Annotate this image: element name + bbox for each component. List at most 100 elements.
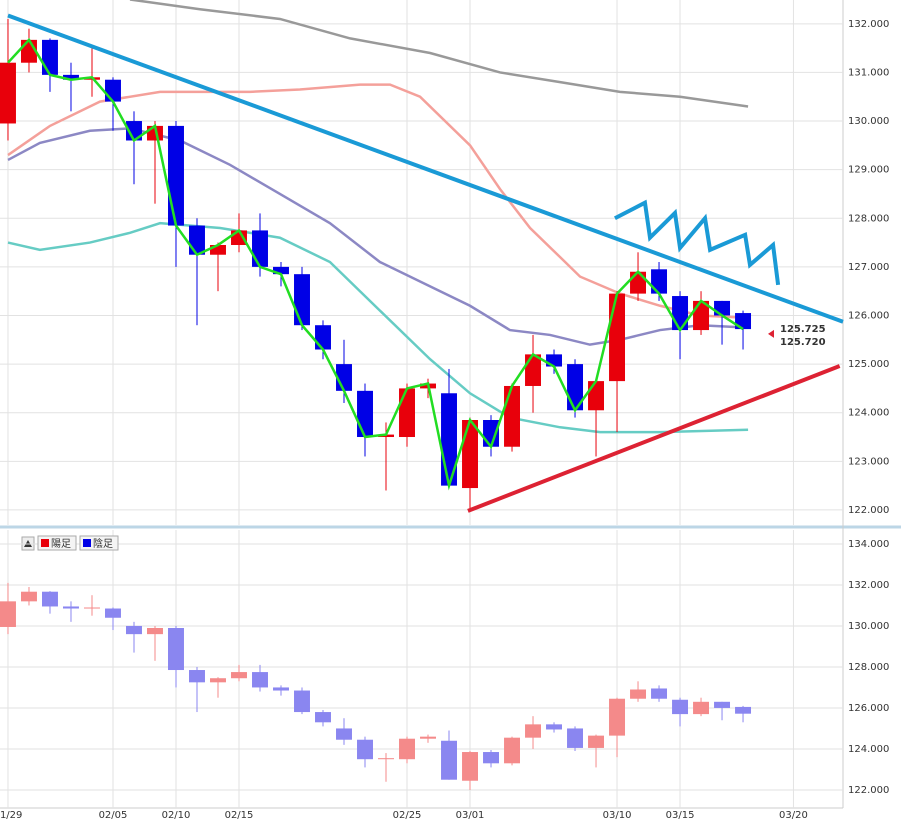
candle-body xyxy=(21,591,37,602)
x-tick-label: 02/15 xyxy=(225,810,254,821)
candle-body xyxy=(210,678,226,683)
candle-body xyxy=(609,293,626,382)
moving-average xyxy=(7,221,749,434)
x-tick-label: 02/25 xyxy=(393,810,422,821)
y-tick-label: 130.000 xyxy=(848,116,889,127)
y-tick-label: 131.000 xyxy=(848,67,889,78)
candle-body xyxy=(294,274,310,326)
candle-body xyxy=(651,688,668,699)
y-tick-label: 128.000 xyxy=(848,213,889,224)
candle-body xyxy=(252,230,268,267)
candle-body xyxy=(567,364,584,411)
trendline xyxy=(467,364,841,513)
candle-body xyxy=(63,74,79,80)
candle-body xyxy=(588,381,605,411)
candle-body xyxy=(525,354,541,386)
candle-body xyxy=(0,62,16,124)
moving-average xyxy=(129,0,749,108)
candle-body xyxy=(462,752,478,781)
candle-body xyxy=(357,739,373,760)
candle-body xyxy=(63,606,79,609)
x-tick-label: 03/15 xyxy=(666,810,695,821)
candle-body xyxy=(378,758,394,760)
y-tick-label: 128.000 xyxy=(848,662,889,673)
legend-item[interactable]: 陰足 xyxy=(79,535,119,551)
y-tick-label: 124.000 xyxy=(848,744,889,755)
legend-label: 陽足 xyxy=(51,538,71,550)
moving-average xyxy=(7,83,749,320)
candle-body xyxy=(735,706,752,714)
candle-body xyxy=(609,698,626,736)
candle-body xyxy=(588,735,605,748)
candle-body xyxy=(651,269,668,294)
y-tick-label: 124.000 xyxy=(848,408,889,419)
candle-body xyxy=(630,689,647,699)
candle-body xyxy=(672,699,689,715)
candle-body xyxy=(315,712,331,723)
candle-body xyxy=(399,738,415,760)
candle-body xyxy=(567,728,584,748)
candle-body xyxy=(168,125,184,226)
legend-item[interactable]: 陽足 xyxy=(37,535,77,551)
candle-body xyxy=(672,296,689,331)
candle-body xyxy=(105,79,121,102)
y-tick-label: 130.000 xyxy=(848,621,889,632)
legend-label: 陰足 xyxy=(93,537,113,550)
candle-body xyxy=(84,607,100,609)
candle-body xyxy=(126,625,142,635)
candle-body xyxy=(273,266,289,275)
price-marker xyxy=(768,329,774,338)
y-tick-label: 126.000 xyxy=(848,310,889,321)
candle-body xyxy=(714,701,731,708)
candle-body xyxy=(336,728,352,740)
x-tick-label: 01/29 xyxy=(0,810,22,821)
trendline xyxy=(614,199,781,286)
y-tick-label: 125.000 xyxy=(848,359,889,370)
candle-body xyxy=(231,672,247,679)
x-tick-label: 02/05 xyxy=(99,810,128,821)
legend-swatch xyxy=(41,539,49,547)
price-label: 125.720 xyxy=(780,337,826,348)
candle-body xyxy=(189,225,205,255)
x-tick-label: 03/20 xyxy=(779,810,808,821)
candle-body xyxy=(462,420,478,489)
y-tick-label: 122.000 xyxy=(848,785,889,796)
candle-body xyxy=(504,737,520,764)
candle-body xyxy=(294,690,310,713)
moving-average xyxy=(7,127,749,346)
y-tick-label: 129.000 xyxy=(848,165,889,176)
candle-body xyxy=(315,325,331,350)
candle-body xyxy=(210,245,226,255)
x-tick-label: 03/01 xyxy=(456,810,485,821)
candle-body xyxy=(42,39,58,75)
price-label: 125.725 xyxy=(780,324,826,335)
candle-body xyxy=(189,670,205,683)
trendline xyxy=(7,13,844,324)
candle-body xyxy=(105,608,121,618)
candle-body xyxy=(630,271,647,294)
candle-body xyxy=(273,687,289,691)
y-tick-label: 134.000 xyxy=(848,539,889,550)
x-tick-label: 02/10 xyxy=(162,810,191,821)
close-line xyxy=(7,37,744,491)
candle-body xyxy=(441,740,457,780)
x-tick-label: 03/10 xyxy=(603,810,632,821)
y-tick-label: 123.000 xyxy=(848,456,889,467)
candle-body xyxy=(525,724,541,738)
candle-body xyxy=(693,701,710,715)
y-tick-label: 132.000 xyxy=(848,580,889,591)
candle-body xyxy=(504,385,520,447)
candle-body xyxy=(546,724,562,730)
candle-body xyxy=(420,736,436,739)
candle-body xyxy=(714,300,731,316)
y-tick-label: 127.000 xyxy=(848,262,889,273)
y-tick-label: 132.000 xyxy=(848,19,889,30)
y-tick-label: 126.000 xyxy=(848,703,889,714)
candle-body xyxy=(147,627,163,635)
candle-body xyxy=(357,390,373,438)
candle-body xyxy=(252,672,268,688)
candle-body xyxy=(0,601,16,627)
candle-body xyxy=(399,388,415,438)
y-tick-label: 122.000 xyxy=(848,505,889,516)
